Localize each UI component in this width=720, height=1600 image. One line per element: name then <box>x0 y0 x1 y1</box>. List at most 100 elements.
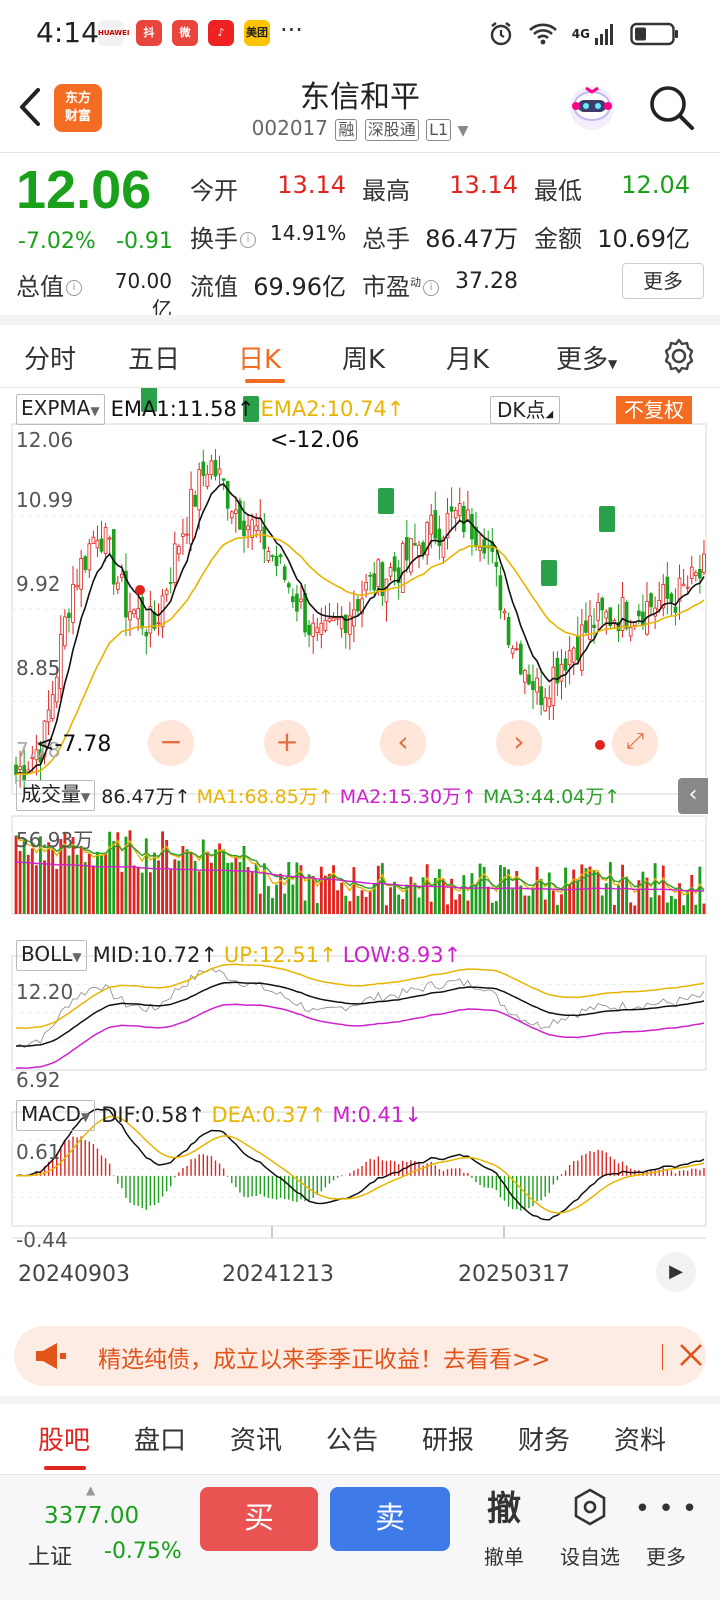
gear-icon[interactable] <box>660 337 698 375</box>
ai-assistant-robot-icon[interactable] <box>564 78 620 134</box>
volume-bar <box>116 832 120 914</box>
eastmoney-logo[interactable]: 东方 财富 <box>54 84 102 132</box>
candle-body <box>494 562 499 567</box>
fullscreen-icon[interactable]: ⤢ <box>612 720 658 766</box>
change-amount: -0.91 <box>116 229 173 254</box>
tab-intraday[interactable]: 分时 <box>24 345 77 375</box>
sell-button[interactable]: 卖 <box>330 1487 450 1551</box>
scroll-left-button[interactable]: ‹ <box>380 720 426 766</box>
candle-body <box>571 647 576 663</box>
tab-daily-k[interactable]: 日K <box>238 345 282 375</box>
candle-body <box>347 615 352 635</box>
candle-body <box>54 676 59 703</box>
divider <box>0 1474 720 1475</box>
candle-body <box>702 553 706 573</box>
volume-bar <box>209 862 213 914</box>
tab-announcements[interactable]: 公告 <box>326 1426 379 1456</box>
volume-bar <box>173 859 177 914</box>
volume-bar <box>409 876 413 914</box>
volume-select[interactable]: 成交量▼ <box>16 779 96 811</box>
period-tabs: 分时 五日 日K 周K 月K 更多▼ <box>0 325 720 387</box>
candle-body <box>392 556 397 572</box>
close-icon[interactable] <box>676 1340 706 1370</box>
candle-body <box>409 538 413 573</box>
candle-body <box>250 519 254 538</box>
volume-bar <box>140 872 144 914</box>
volume-bar <box>104 852 108 914</box>
expma-select[interactable]: EXPMA▼ <box>16 393 105 425</box>
tab-guba[interactable]: 股吧 <box>38 1426 91 1456</box>
volume-bar <box>185 849 189 914</box>
stock-name[interactable]: 东信和平 <box>300 80 420 115</box>
more-button[interactable]: • • • 更多 <box>626 1487 706 1570</box>
tab-research[interactable]: 研报 <box>422 1426 475 1456</box>
volume-bar <box>543 899 547 914</box>
ad-banner[interactable]: 精选纯债，成立以来季季正收益！去看看>> <box>14 1326 706 1386</box>
tab-order-book[interactable]: 盘口 <box>134 1426 187 1456</box>
tab-five-day[interactable]: 五日 <box>128 345 181 375</box>
app-header: 东方 财富 东信和平 002017 融 深股通 L1 ▼ <box>0 68 720 152</box>
quote-panel: 12.06 -7.02% -0.91 今开 13.14 最高 13.14 最低 … <box>0 153 720 321</box>
turnover-value: 14.91% <box>270 221 347 245</box>
tab-finance[interactable]: 财务 <box>518 1426 571 1456</box>
volume-bar <box>560 894 563 914</box>
stock-chart[interactable] <box>0 388 720 1300</box>
volume-bar <box>96 851 99 914</box>
last-price: 12.06 <box>16 160 152 220</box>
volume-bar <box>266 886 270 914</box>
stock-code: 002017 <box>251 116 328 140</box>
stock-code-row[interactable]: 002017 融 深股通 L1 ▼ <box>0 116 720 141</box>
shenzhen-connect-tag: 深股通 <box>364 119 419 141</box>
buy-button[interactable]: 买 <box>200 1487 318 1551</box>
zoom-out-button[interactable]: − <box>148 720 194 766</box>
candle-body <box>229 511 234 519</box>
candle-body <box>168 581 173 584</box>
tab-news[interactable]: 资讯 <box>230 1426 283 1456</box>
volume-bar <box>442 879 445 914</box>
tab-profile[interactable]: 资料 <box>614 1426 667 1456</box>
volume-bar <box>637 880 641 914</box>
candle-body <box>185 533 189 536</box>
candle-body <box>331 617 336 622</box>
ma1-value: MA1:68.85万↑ <box>196 785 334 808</box>
candle-body <box>254 525 259 531</box>
cancel-order-button[interactable]: 撤 撤单 <box>464 1487 544 1570</box>
candle-body <box>152 611 157 629</box>
open-label: 今开 <box>190 177 238 205</box>
low-label: 最低 <box>534 177 582 205</box>
quote-more-button[interactable]: 更多 <box>622 263 704 299</box>
volume-bar <box>612 904 616 914</box>
weibo-app-icon: 微 <box>172 20 198 46</box>
tab-more[interactable]: 更多▼ <box>556 345 618 375</box>
candle-body <box>356 599 360 612</box>
volume-label: 总手 <box>362 225 410 253</box>
zoom-in-button[interactable]: + <box>264 720 310 766</box>
candle-body <box>18 766 22 770</box>
add-watchlist-button[interactable]: 设自选 <box>550 1487 630 1570</box>
dk-point-button[interactable]: DK点◢ <box>490 396 561 424</box>
candle-body <box>478 546 482 551</box>
kline-y-label: 12.06 <box>16 428 74 452</box>
volume-bar <box>499 865 502 914</box>
no-adjust-button[interactable]: 不复权 <box>616 396 692 424</box>
collapse-panel-button[interactable]: ‹ <box>678 778 708 814</box>
volume-bar <box>519 885 523 914</box>
volume-bar <box>446 904 449 914</box>
volume-bar <box>169 869 173 914</box>
volume-bar <box>372 883 376 914</box>
tab-weekly-k[interactable]: 周K <box>342 345 386 375</box>
tab-monthly-k[interactable]: 月K <box>446 345 490 375</box>
macd-select[interactable]: MACD▼ <box>16 1099 96 1131</box>
candle-body <box>506 617 511 646</box>
candle-body <box>156 622 161 625</box>
candle-body <box>303 592 307 633</box>
candle-body <box>555 657 560 684</box>
candle-body <box>698 568 702 579</box>
volume-bar <box>568 884 572 914</box>
boll-select[interactable]: BOLL▼ <box>16 939 87 971</box>
scroll-right-button[interactable]: › <box>496 720 542 766</box>
back-arrow-icon[interactable] <box>14 84 48 130</box>
volume-bar <box>482 866 486 914</box>
search-icon[interactable] <box>646 82 698 134</box>
play-forward-icon[interactable]: ▶ <box>656 1252 696 1292</box>
